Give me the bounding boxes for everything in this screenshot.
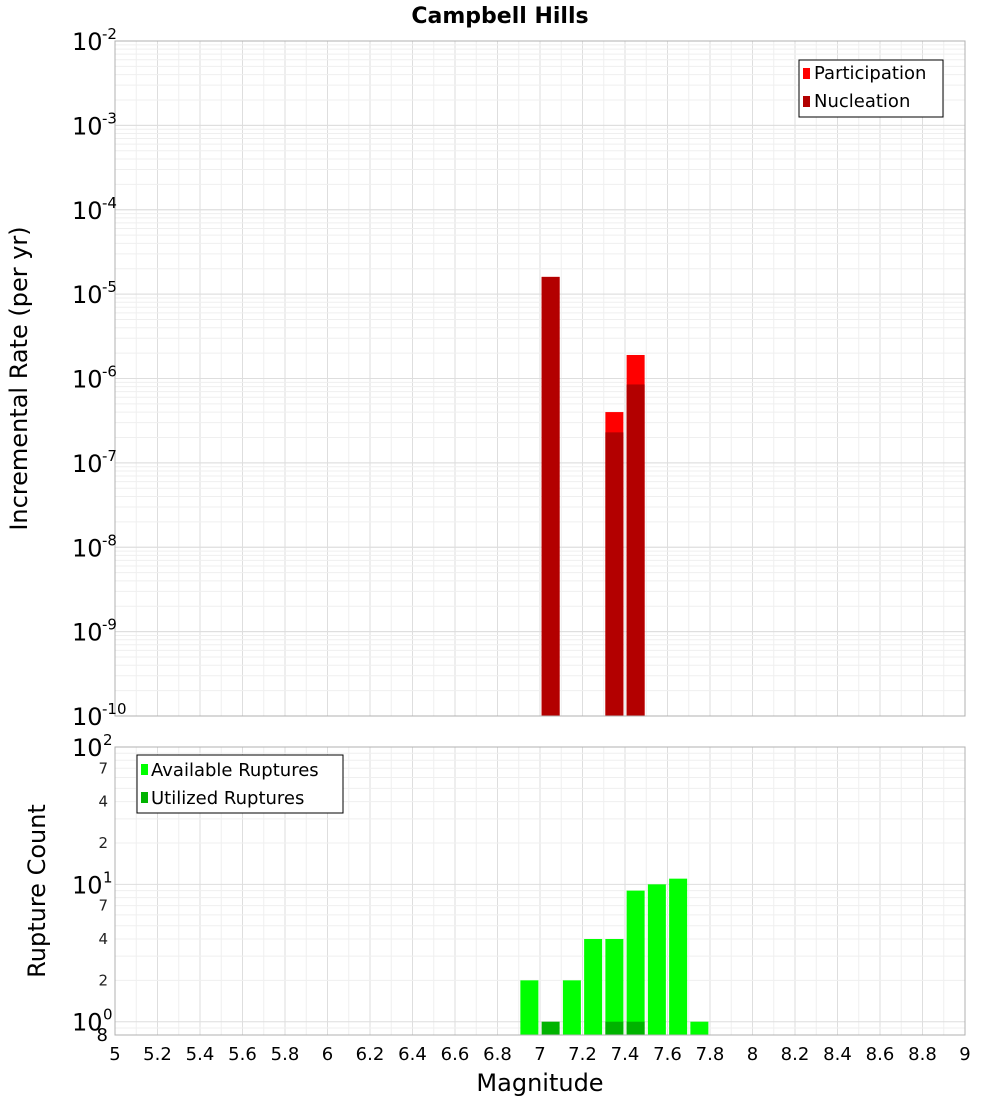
participation-legend-swatch [803,68,810,79]
bottom-y-tick-label: 10 [72,734,103,762]
x-tick-label: 8.2 [781,1044,810,1065]
x-tick-label: 5.8 [271,1044,300,1065]
x-tick-label: 5.6 [228,1044,257,1065]
x-tick-label: 5.2 [143,1044,172,1065]
x-tick-label: 5 [109,1044,120,1065]
available-ruptures-bar [520,980,539,1035]
available-ruptures-legend-swatch [141,764,148,775]
bottom-y-axis-label: Rupture Count [23,804,51,978]
top-y-tick-label: 10 [72,112,103,140]
nucleation-bar [605,432,624,716]
top-legend-box [798,59,944,118]
bottom-y-minor-tick-label: 2 [98,971,108,989]
available-ruptures-bar [626,890,645,1035]
top-y-axis-label: Incremental Rate (per yr) [5,226,33,530]
top-y-tick-label: 10 [72,281,103,309]
bottom-y-tick-exponent: 2 [103,731,113,749]
top-plot-frame [114,40,966,717]
utilized-ruptures-legend-swatch [141,792,148,803]
available-ruptures-bar [605,939,624,1035]
top-y-tick-label: 10 [72,619,103,647]
available-ruptures-bar [690,1021,709,1035]
top-y-tick-label: 10 [72,366,103,394]
top-y-tick-exponent: -4 [102,194,117,212]
top-y-tick-label: 10 [72,703,103,731]
x-axis-label: Magnitude [476,1069,603,1097]
x-tick-label: 7 [534,1044,545,1065]
top-grid [114,40,966,717]
bottom-y-minor-tick-label: 7 [98,897,108,915]
participation-legend-label: Participation [814,63,926,84]
bottom-y-tick-label: 10 [72,871,103,899]
x-tick-label: 8.6 [866,1044,895,1065]
x-tick-label: 5.4 [186,1044,215,1065]
available-ruptures-bar [584,939,603,1035]
available-ruptures-bar [669,878,688,1035]
x-tick-label: 8.4 [823,1044,852,1065]
top-y-tick-label: 10 [72,197,103,225]
bottom-y-tick-exponent: 0 [103,1006,113,1024]
bottom-plot-frame [114,746,966,1036]
top-y-tick-exponent: -10 [102,700,127,718]
top-y-tick-exponent: -6 [102,363,117,381]
x-tick-label: 7.8 [696,1044,725,1065]
utilized-ruptures-bar [626,1021,645,1035]
chart-title: Campbell Hills [411,4,588,29]
top-bars [541,276,645,716]
bottom-legend: Available Ruptures Utilized Ruptures [136,754,344,814]
x-tick-label: 6.6 [441,1044,470,1065]
utilized-ruptures-legend-label: Utilized Ruptures [151,788,304,809]
x-tick-label: 7.2 [568,1044,597,1065]
top-y-tick-exponent: -9 [102,616,117,634]
top-legend: Participation Nucleation [798,59,944,118]
top-y-tick-exponent: -2 [102,25,117,43]
bottom-y-minor-tick-label: 7 [98,759,108,777]
x-axis-ticks: 5 5.2 5.4 5.6 5.8 6 6.2 6.4 6.6 6.8 7 7.2 7.4 7.6 7.8 8… [109,1044,970,1065]
bottom-y-minor-tick-label: 8 [97,1025,108,1046]
utilized-ruptures-bar [605,1021,624,1035]
nucleation-bar [626,384,645,716]
bottom-y-tick-label: 10 [72,1009,103,1037]
nucleation-bar [541,276,560,716]
top-y-tick-label: 10 [72,28,103,56]
top-plot: 10-210-310-410-510-610-710-810-910-10 In… [5,25,966,731]
x-tick-label: 8.8 [908,1044,937,1065]
top-y-tick-exponent: -5 [102,278,117,296]
available-ruptures-legend-label: Available Ruptures [151,760,319,781]
top-y-tick-label: 10 [72,534,103,562]
bottom-y-minor-tick-label: 2 [98,834,108,852]
x-tick-label: 8 [747,1044,758,1065]
x-tick-label: 6.8 [483,1044,512,1065]
x-tick-label: 7.4 [611,1044,640,1065]
x-tick-label: 6.2 [356,1044,385,1065]
bottom-y-tick-exponent: 1 [103,868,113,886]
top-y-tick-exponent: -7 [102,447,117,465]
x-tick-label: 9 [959,1044,970,1065]
top-y-ticks: 10-210-310-410-510-610-710-810-910-10 [72,25,127,731]
x-tick-label: 6 [322,1044,333,1065]
nucleation-legend-swatch [803,96,810,107]
available-ruptures-bar [647,884,666,1035]
top-y-tick-exponent: -3 [102,109,117,127]
x-tick-label: 7.6 [653,1044,682,1065]
top-y-tick-label: 10 [72,450,103,478]
bottom-bars [520,878,709,1035]
bottom-legend-box [136,754,344,814]
x-tick-label: 6.4 [398,1044,427,1065]
bottom-y-minor-tick-label: 4 [98,930,108,948]
utilized-ruptures-bar [541,1021,560,1035]
top-y-tick-exponent: -8 [102,531,117,549]
available-ruptures-bar [562,980,581,1035]
bottom-y-minor-tick-label: 4 [98,793,108,811]
nucleation-legend-label: Nucleation [814,91,910,112]
